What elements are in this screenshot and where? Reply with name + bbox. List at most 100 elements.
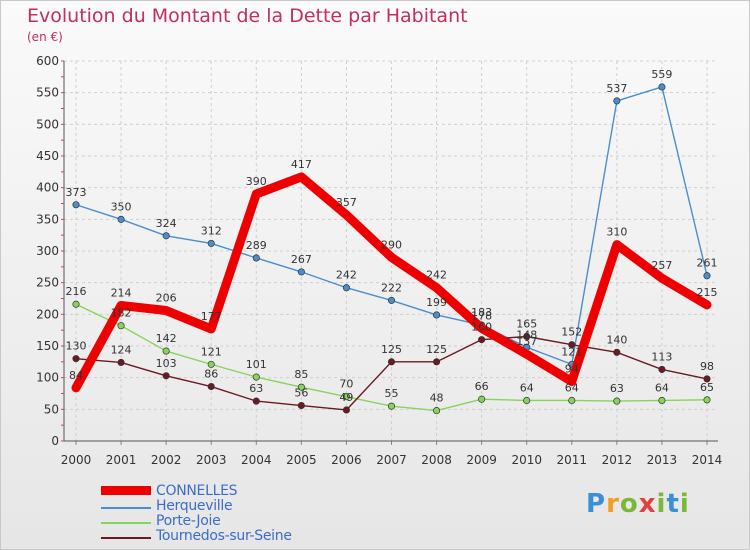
data-label-herqueville: 242 [336, 269, 357, 282]
data-point-herqueville [252, 254, 260, 262]
x-tick-label: 2009 [466, 453, 497, 467]
data-label-herqueville: 199 [426, 296, 447, 309]
data-label-herqueville: 148 [516, 328, 537, 341]
data-point-herqueville [342, 284, 350, 292]
data-point-herqueville [613, 97, 621, 105]
data-point-tournedos-sur-seine [72, 355, 80, 363]
data-label-porte-joie: 55 [385, 387, 399, 400]
data-label-connelles: 137 [516, 335, 537, 348]
legend-label-tournedos: Tournedos-sur-Seine [156, 528, 292, 544]
data-point-connelles [297, 172, 306, 181]
legend-swatch-connelles [101, 486, 151, 495]
data-point-connelles [612, 240, 621, 249]
y-tick-label: 50 [44, 402, 59, 416]
data-point-herqueville [72, 201, 80, 209]
data-label-porte-joie: 216 [66, 285, 87, 298]
data-point-herqueville [297, 268, 305, 276]
data-point-herqueville [703, 272, 711, 280]
data-label-tournedos-sur-seine: 56 [294, 387, 308, 400]
legend-label-porte-joie: Porte-Joie [156, 513, 221, 529]
data-point-porte-joie [703, 396, 711, 404]
data-label-herqueville: 121 [561, 345, 582, 358]
data-point-herqueville [207, 239, 215, 247]
data-point-porte-joie [613, 397, 621, 405]
data-label-tournedos-sur-seine: 49 [339, 391, 353, 404]
y-tick-label: 400 [36, 181, 59, 195]
data-point-porte-joie [433, 407, 441, 415]
data-label-tournedos-sur-seine: 160 [471, 321, 492, 334]
data-label-tournedos-sur-seine: 125 [381, 343, 402, 356]
data-label-connelles: 357 [336, 196, 357, 209]
data-label-porte-joie: 63 [610, 382, 624, 395]
data-label-tournedos-sur-seine: 113 [651, 350, 672, 363]
data-label-tournedos-sur-seine: 130 [66, 340, 87, 353]
legend-label-herqueville: Herqueville [156, 498, 233, 514]
data-point-porte-joie [342, 393, 350, 401]
data-label-porte-joie: 70 [339, 378, 353, 391]
data-point-tournedos-sur-seine [252, 397, 260, 405]
y-tick-label: 150 [36, 339, 59, 353]
data-label-connelles: 290 [381, 238, 402, 251]
data-point-tournedos-sur-seine [433, 358, 441, 366]
data-point-connelles [72, 383, 80, 392]
data-label-tournedos-sur-seine: 63 [249, 382, 263, 395]
data-point-porte-joie [117, 322, 125, 330]
data-point-tournedos-sur-seine [523, 332, 531, 341]
data-label-connelles: 84 [69, 369, 83, 382]
x-tick-label: 2002 [151, 453, 182, 467]
data-point-porte-joie [297, 383, 305, 391]
x-tick-label: 2010 [511, 453, 542, 467]
data-label-connelles: 257 [651, 259, 672, 272]
chart-subtitle: (en €) [27, 30, 63, 44]
data-label-connelles: 310 [606, 226, 627, 239]
data-label-tournedos-sur-seine: 125 [426, 343, 447, 356]
data-label-herqueville: 289 [246, 239, 267, 252]
data-point-tournedos-sur-seine [117, 358, 125, 367]
data-label-herqueville: 559 [651, 68, 672, 81]
data-label-connelles: 242 [426, 269, 447, 282]
y-tick-label: 250 [36, 276, 59, 290]
data-point-tournedos-sur-seine [207, 382, 215, 391]
y-tick-label: 450 [36, 149, 59, 163]
chart-title: Evolution du Montant de la Dette par Hab… [27, 5, 468, 27]
x-tick-label: 2013 [647, 453, 678, 467]
data-label-herqueville: 373 [66, 186, 87, 199]
data-label-porte-joie: 64 [565, 381, 579, 394]
data-point-herqueville [117, 215, 125, 223]
data-point-connelles [657, 274, 666, 283]
y-tick-label: 0 [51, 434, 59, 448]
data-point-connelles [342, 210, 351, 219]
data-label-connelles: 94 [565, 362, 579, 375]
data-label-tournedos-sur-seine: 140 [606, 333, 627, 346]
data-point-herqueville [162, 232, 170, 240]
data-point-connelles [387, 253, 396, 262]
data-label-connelles: 214 [111, 286, 132, 299]
y-tick-label: 200 [36, 307, 59, 321]
data-point-tournedos-sur-seine [478, 336, 486, 344]
legend-swatch-herqueville [101, 507, 151, 509]
data-label-porte-joie: 182 [111, 307, 132, 320]
data-label-tournedos-sur-seine: 103 [156, 357, 177, 370]
y-tick-label: 600 [36, 54, 59, 68]
data-point-connelles [703, 300, 711, 309]
data-point-connelles [477, 324, 486, 333]
x-tick-label: 2008 [421, 453, 452, 467]
data-point-porte-joie [162, 347, 170, 355]
data-label-tournedos-sur-seine: 98 [700, 360, 714, 373]
data-label-tournedos-sur-seine: 152 [561, 326, 582, 339]
x-tick-label: 2000 [61, 453, 92, 467]
data-point-tournedos-sur-seine [568, 341, 576, 349]
data-label-porte-joie: 85 [294, 368, 308, 381]
data-label-herqueville: 537 [606, 82, 627, 95]
x-tick-label: 2005 [286, 453, 317, 467]
data-point-porte-joie [523, 396, 531, 405]
y-tick-label: 350 [36, 212, 59, 226]
data-point-porte-joie [72, 300, 80, 308]
data-label-herqueville: 261 [697, 257, 718, 270]
data-point-porte-joie [252, 373, 260, 381]
data-label-herqueville: 324 [156, 217, 177, 230]
x-tick-label: 2001 [106, 453, 137, 467]
y-tick-label: 500 [36, 117, 59, 131]
